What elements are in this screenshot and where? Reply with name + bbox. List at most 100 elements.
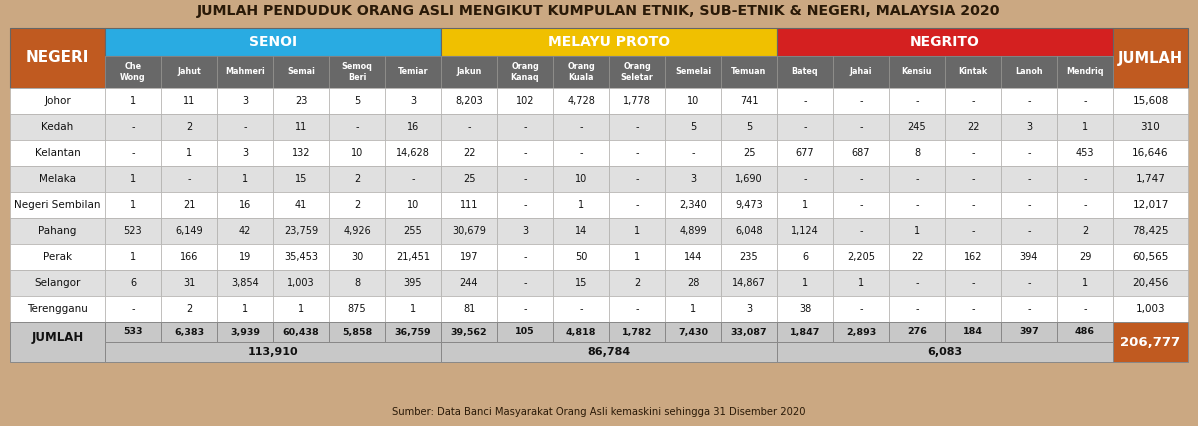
Text: 206,777: 206,777 <box>1120 336 1180 348</box>
Text: 105: 105 <box>515 328 534 337</box>
Bar <box>665 322 721 342</box>
Bar <box>609 166 665 192</box>
Bar <box>497 140 553 166</box>
Bar <box>833 166 889 192</box>
Text: 42: 42 <box>238 226 252 236</box>
Text: 86,784: 86,784 <box>587 347 630 357</box>
Bar <box>1057 192 1113 218</box>
Text: 1,003: 1,003 <box>1136 304 1166 314</box>
Bar <box>721 244 778 270</box>
Text: Orang
Kuala: Orang Kuala <box>567 62 595 82</box>
Text: 132: 132 <box>292 148 310 158</box>
Text: 255: 255 <box>404 226 423 236</box>
Text: -: - <box>524 278 527 288</box>
Bar <box>497 192 553 218</box>
Text: -: - <box>635 200 639 210</box>
Bar <box>217 56 273 88</box>
Text: MELAYU PROTO: MELAYU PROTO <box>547 35 670 49</box>
Bar <box>665 140 721 166</box>
Bar <box>889 218 945 244</box>
Text: 5: 5 <box>746 122 752 132</box>
Bar <box>553 218 609 244</box>
Text: Kelantan: Kelantan <box>35 148 80 158</box>
Text: 6,048: 6,048 <box>736 226 763 236</box>
Bar <box>609 322 665 342</box>
Bar <box>1113 140 1188 166</box>
Text: 1: 1 <box>298 304 304 314</box>
Bar <box>385 166 441 192</box>
Bar <box>1057 270 1113 296</box>
Bar <box>1113 322 1188 362</box>
Bar <box>609 270 665 296</box>
Text: 184: 184 <box>963 328 984 337</box>
Text: 12,017: 12,017 <box>1132 200 1169 210</box>
Text: 6,149: 6,149 <box>175 226 202 236</box>
Bar <box>553 322 609 342</box>
Text: 2: 2 <box>353 200 361 210</box>
Text: 3: 3 <box>522 226 528 236</box>
Text: -: - <box>915 174 919 184</box>
Text: -: - <box>859 96 863 106</box>
Bar <box>385 192 441 218</box>
Text: -: - <box>411 174 415 184</box>
Bar <box>1057 296 1113 322</box>
Text: -: - <box>132 148 134 158</box>
Text: 1,003: 1,003 <box>288 278 315 288</box>
Text: -: - <box>1083 304 1087 314</box>
Text: 81: 81 <box>462 304 476 314</box>
Bar <box>1057 322 1113 342</box>
Text: 1,690: 1,690 <box>736 174 763 184</box>
Text: 30: 30 <box>351 252 363 262</box>
Text: 1: 1 <box>242 174 248 184</box>
Bar <box>553 270 609 296</box>
Bar <box>161 114 217 140</box>
Bar <box>10 244 105 270</box>
Bar <box>833 296 889 322</box>
Text: Orang
Kanaq: Orang Kanaq <box>510 62 539 82</box>
Text: 162: 162 <box>963 252 982 262</box>
Text: Temiar: Temiar <box>398 67 429 77</box>
Bar <box>161 218 217 244</box>
Text: -: - <box>635 304 639 314</box>
Text: 1: 1 <box>690 304 696 314</box>
Bar <box>217 88 273 114</box>
Bar <box>217 166 273 192</box>
Bar <box>329 270 385 296</box>
Text: 60,565: 60,565 <box>1132 252 1169 262</box>
Text: 677: 677 <box>795 148 815 158</box>
Bar <box>105 166 161 192</box>
Text: -: - <box>524 148 527 158</box>
Text: Bateq: Bateq <box>792 67 818 77</box>
Bar <box>665 88 721 114</box>
Text: 22: 22 <box>967 122 979 132</box>
Bar <box>1057 114 1113 140</box>
Text: 741: 741 <box>739 96 758 106</box>
Bar <box>1113 166 1188 192</box>
Text: 5: 5 <box>690 122 696 132</box>
Text: 1,747: 1,747 <box>1136 174 1166 184</box>
Text: 21: 21 <box>183 200 195 210</box>
Bar <box>1113 88 1188 114</box>
Text: 2: 2 <box>186 304 192 314</box>
Text: -: - <box>1027 226 1030 236</box>
Text: -: - <box>580 122 582 132</box>
Text: 15: 15 <box>295 174 307 184</box>
Text: Semai: Semai <box>288 67 315 77</box>
Text: 310: 310 <box>1140 122 1161 132</box>
Text: 36,759: 36,759 <box>394 328 431 337</box>
Bar <box>385 140 441 166</box>
Text: -: - <box>132 122 134 132</box>
Text: 6: 6 <box>801 252 809 262</box>
Bar <box>1113 244 1188 270</box>
Bar <box>273 192 329 218</box>
Text: 2,205: 2,205 <box>847 252 875 262</box>
Text: 1: 1 <box>914 226 920 236</box>
Text: -: - <box>635 174 639 184</box>
Bar <box>665 114 721 140</box>
Bar <box>721 322 778 342</box>
Bar <box>553 88 609 114</box>
Bar <box>329 296 385 322</box>
Text: -: - <box>972 148 975 158</box>
Text: 1,778: 1,778 <box>623 96 651 106</box>
Bar <box>1002 322 1057 342</box>
